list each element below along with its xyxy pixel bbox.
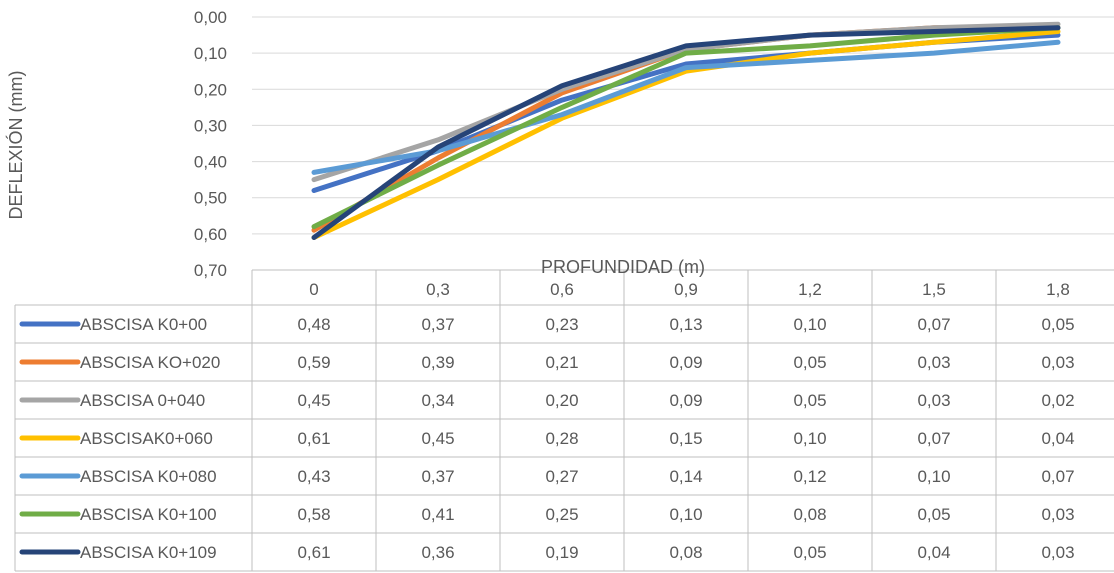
x-tick-label: 0,3 xyxy=(426,280,450,299)
data-label: 0,58 xyxy=(297,505,330,524)
data-label: 0,08 xyxy=(669,543,702,562)
legend-label: ABSCISAK0+060 xyxy=(80,429,213,448)
data-label: 0,45 xyxy=(421,429,454,448)
data-label: 0,10 xyxy=(793,429,826,448)
y-tick-label: 0,20 xyxy=(194,80,227,99)
data-label: 0,14 xyxy=(669,467,702,486)
legend-label: ABSCISA 0+040 xyxy=(80,391,205,410)
data-label: 0,04 xyxy=(917,543,950,562)
series-line xyxy=(311,29,1061,240)
data-label: 0,37 xyxy=(421,315,454,334)
data-label: 0,36 xyxy=(421,543,454,562)
data-label: 0,61 xyxy=(297,429,330,448)
data-label: 0,12 xyxy=(793,467,826,486)
y-axis-ticks: 0,00 0,10 0,20 0,30 0,40 0,50 0,60 0,70 xyxy=(194,8,227,280)
data-label: 0,07 xyxy=(917,429,950,448)
data-label: 0,07 xyxy=(917,315,950,334)
y-axis-title: DEFLEXIÓN (mm) xyxy=(5,70,26,219)
data-label: 0,10 xyxy=(793,315,826,334)
x-tick-label: 1,8 xyxy=(1046,280,1070,299)
data-label: 0,34 xyxy=(421,391,454,410)
y-tick-label: 0,30 xyxy=(194,116,227,135)
data-label: 0,03 xyxy=(917,391,950,410)
x-axis-title: PROFUNDIDAD (m) xyxy=(541,257,705,277)
data-label: 0,09 xyxy=(669,391,702,410)
data-label: 0,21 xyxy=(545,353,578,372)
data-label: 0,43 xyxy=(297,467,330,486)
legend-label: ABSCISA KO+020 xyxy=(80,353,220,372)
legend-label: ABSCISA K0+109 xyxy=(80,543,217,562)
y-tick-label: 0,60 xyxy=(194,225,227,244)
series-line xyxy=(311,25,1061,233)
data-label: 0,10 xyxy=(669,505,702,524)
data-label: 0,04 xyxy=(1041,429,1074,448)
data-label: 0,05 xyxy=(917,505,950,524)
data-label: 0,03 xyxy=(917,353,950,372)
legend-label: ABSCISA K0+00 xyxy=(80,315,207,334)
data-label: 0,05 xyxy=(793,353,826,372)
data-table: 0 0,3 0,6 0,9 1,2 1,5 1,8 ABSCISA K0+00 0,48 0,37… xyxy=(14,269,1114,572)
data-label: 0,05 xyxy=(793,543,826,562)
data-label: 0,61 xyxy=(297,543,330,562)
data-label: 0,20 xyxy=(545,391,578,410)
x-tick-label: 0,6 xyxy=(550,280,574,299)
legend-label: ABSCISA K0+100 xyxy=(80,505,217,524)
data-label: 0,03 xyxy=(1041,505,1074,524)
data-label: 0,02 xyxy=(1041,391,1074,410)
data-label: 0,03 xyxy=(1041,543,1074,562)
legend-label: ABSCISA K0+080 xyxy=(80,467,217,486)
series-line xyxy=(311,39,1061,175)
y-tick-label: 0,40 xyxy=(194,153,227,172)
data-label: 0,10 xyxy=(917,467,950,486)
x-tick-label: 1,5 xyxy=(922,280,946,299)
data-label: 0,41 xyxy=(421,505,454,524)
data-label: 0,15 xyxy=(669,429,702,448)
data-label: 0,05 xyxy=(1041,315,1074,334)
data-label: 0,39 xyxy=(421,353,454,372)
data-label: 0,03 xyxy=(1041,353,1074,372)
data-label: 0,48 xyxy=(297,315,330,334)
data-label: 0,28 xyxy=(545,429,578,448)
y-tick-label: 0,10 xyxy=(194,44,227,63)
y-tick-label: 0,50 xyxy=(194,189,227,208)
y-tick-label: 0,00 xyxy=(194,8,227,27)
data-label: 0,59 xyxy=(297,353,330,372)
data-label: 0,45 xyxy=(297,391,330,410)
data-label: 0,23 xyxy=(545,315,578,334)
x-tick-label: 0,9 xyxy=(674,280,698,299)
data-label: 0,05 xyxy=(793,391,826,410)
series-line xyxy=(311,25,1061,240)
data-label: 0,13 xyxy=(669,315,702,334)
x-tick-label: 1,2 xyxy=(798,280,822,299)
data-label: 0,25 xyxy=(545,505,578,524)
series-line xyxy=(311,25,1061,230)
series-lines xyxy=(311,21,1061,240)
data-label: 0,37 xyxy=(421,467,454,486)
data-label: 0,07 xyxy=(1041,467,1074,486)
y-tick-label: 0,70 xyxy=(194,261,227,280)
data-label: 0,27 xyxy=(545,467,578,486)
x-tick-label: 0 xyxy=(309,280,318,299)
series-line xyxy=(311,21,1061,183)
data-label: 0,08 xyxy=(793,505,826,524)
data-label: 0,19 xyxy=(545,543,578,562)
data-label: 0,09 xyxy=(669,353,702,372)
